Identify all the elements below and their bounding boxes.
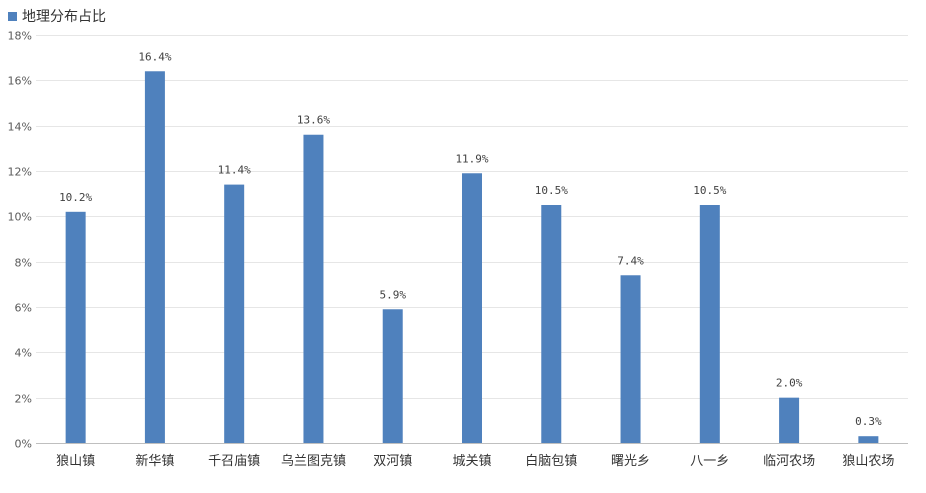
y-tick-label: 14%: [8, 121, 32, 134]
bar: [224, 184, 245, 443]
data-label: 10.5%: [535, 184, 568, 197]
x-tick-label: 狼山镇: [56, 454, 95, 469]
data-label: 7.4%: [617, 254, 644, 267]
x-tick-label: 双河镇: [373, 454, 412, 469]
bar: [65, 211, 86, 443]
x-tick-label: 千召庙镇: [208, 454, 260, 469]
x-tick-label: 城关镇: [452, 454, 491, 469]
data-label: 11.4%: [218, 164, 251, 177]
bar: [858, 436, 879, 443]
x-tick-label: 白脑包镇: [525, 453, 577, 469]
data-label: 10.5%: [693, 184, 726, 197]
y-tick-label: 8%: [15, 257, 32, 270]
data-label: 10.2%: [59, 191, 92, 204]
y-tick-label: 0%: [15, 438, 32, 451]
x-tick-label: 八一乡: [690, 454, 729, 469]
x-tick-label: 临河农场: [763, 454, 815, 469]
y-tick-label: 10%: [8, 211, 32, 224]
y-tick-label: 16%: [8, 75, 32, 88]
y-tick-label: 2%: [15, 393, 32, 406]
data-label: 2.0%: [776, 377, 803, 390]
bar: [699, 205, 720, 443]
bar: [144, 71, 165, 444]
data-label: 0.3%: [855, 415, 882, 428]
bar: [779, 397, 800, 443]
legend-label: 地理分布占比: [22, 9, 106, 25]
y-tick-label: 18%: [8, 30, 32, 43]
data-label: 16.4%: [138, 50, 171, 63]
x-tick-label: 新华镇: [135, 453, 174, 469]
bar: [541, 205, 562, 443]
x-tick-label: 狼山农场: [842, 454, 894, 469]
x-tick-label: 曙光乡: [611, 454, 650, 469]
y-tick-label: 4%: [15, 347, 32, 360]
legend: 地理分布占比: [8, 6, 106, 26]
bar: [382, 309, 403, 443]
y-tick-label: 12%: [8, 166, 32, 179]
data-label: 11.9%: [455, 152, 488, 165]
data-label: 13.6%: [297, 114, 330, 127]
legend-swatch: [8, 11, 17, 21]
bar: [303, 134, 324, 443]
y-tick-label: 6%: [15, 302, 32, 315]
data-label: 5.9%: [379, 288, 406, 301]
bar: [620, 275, 641, 443]
x-tick-label: 乌兰图克镇: [281, 453, 346, 469]
bar: [462, 173, 482, 443]
